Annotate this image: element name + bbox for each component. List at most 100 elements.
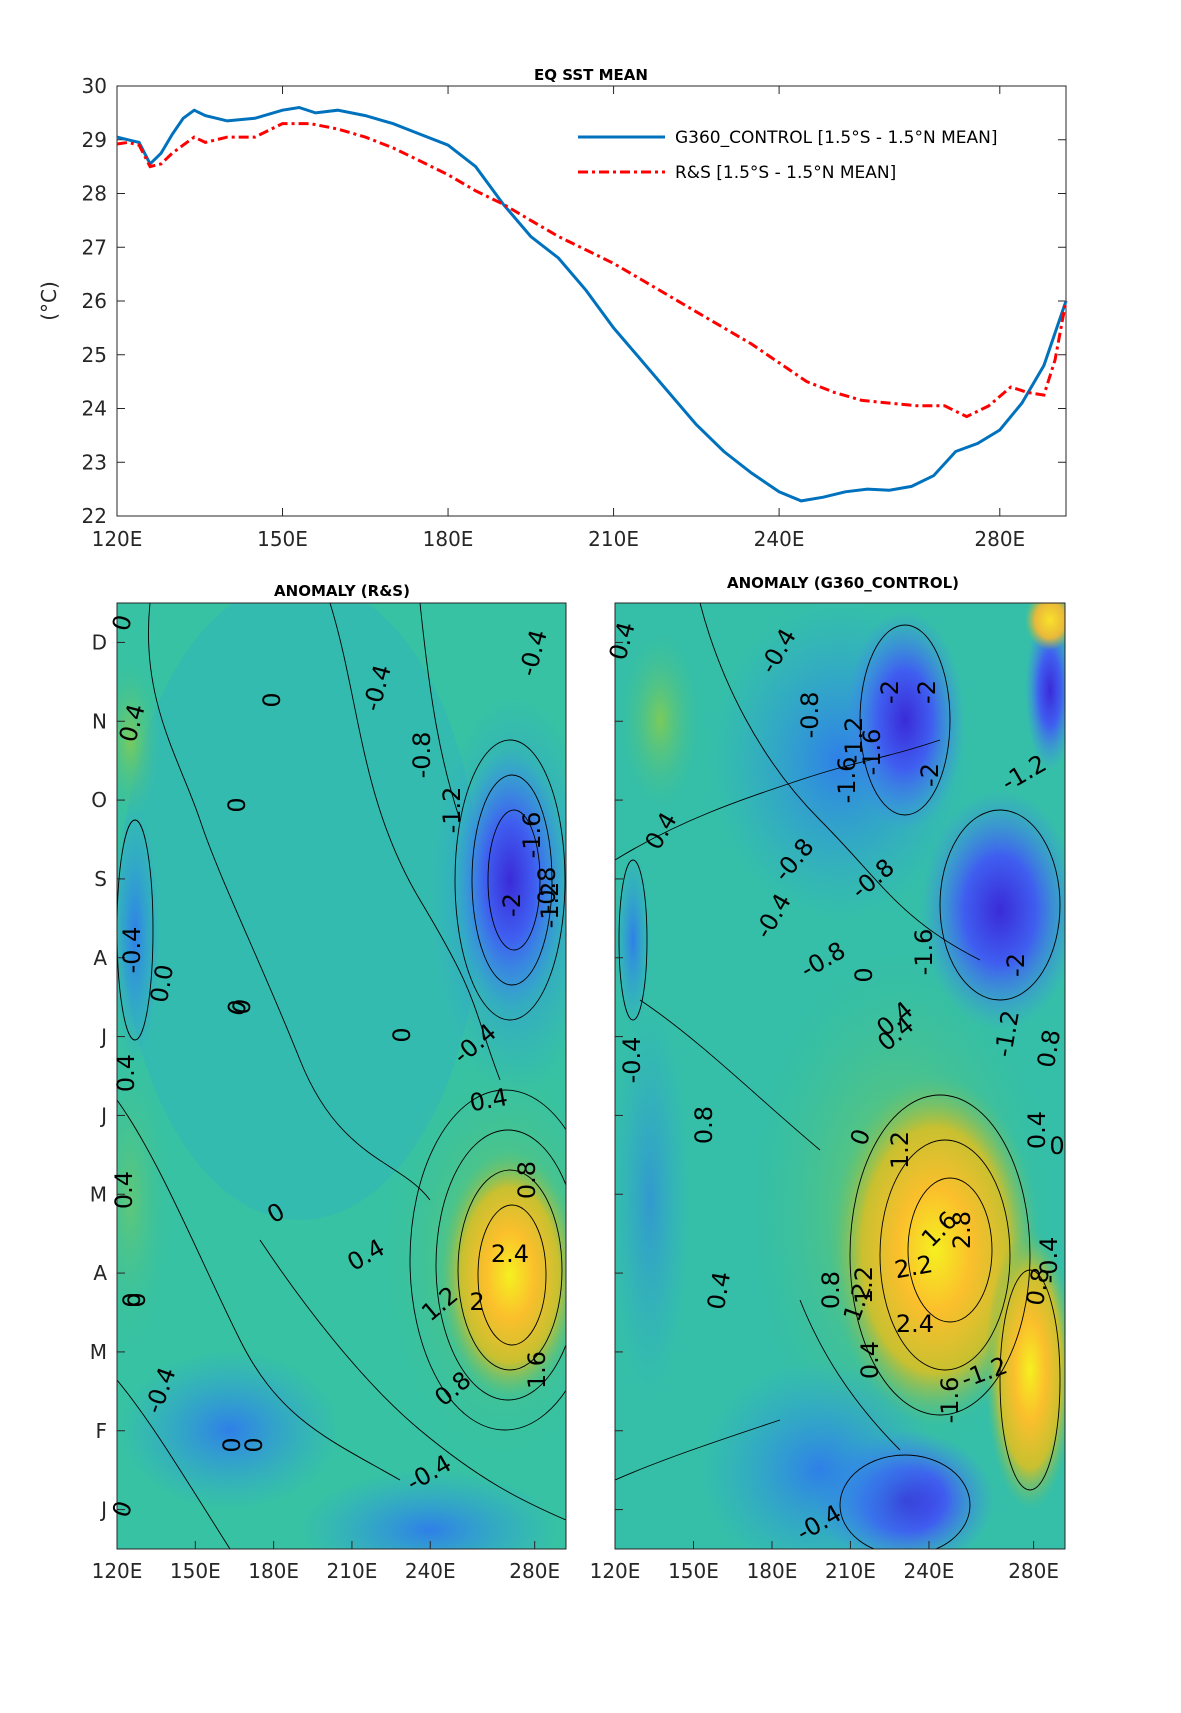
line-plot-area [116,85,1067,517]
x-tick-label: 210E [327,1559,378,1583]
contour-label: -0.8 [533,867,561,914]
contour-label: -2 [876,680,904,704]
contour-label: 0.4 [856,1341,884,1379]
contour-label: -1.2 [438,787,466,834]
line-chart-panel: EQ SST MEAN (°C) 120E 150E 180E 210E 240E 280… [37,66,1068,551]
contour-label: 0 [118,1292,146,1307]
y-tick-label: D [92,630,107,654]
x-tick-label: 240E [754,527,805,551]
contour-label: 0.4 [702,1269,736,1311]
y-tick-label: S [94,867,107,891]
contour-label: -1.6 [910,929,938,976]
y-tick-label: 22 [82,504,107,528]
contour-label: 2.8 [948,1211,976,1249]
x-tick-label: 210E [588,527,639,551]
x-tick-label: 180E [248,1559,299,1583]
y-tick-label: O [91,788,107,812]
y-tick-label: 25 [82,343,107,367]
y-tick-label: M [90,1340,107,1364]
contour-label: -0.4 [1035,1237,1063,1284]
contour-label: 0 [223,797,251,812]
x-tick-label: 120E [92,527,143,551]
x-tick-label: 280E [974,527,1025,551]
contour-label: 0 [123,1292,151,1307]
contour-label: 2.4 [896,1310,934,1338]
x-tick-label: 120E [590,1559,641,1583]
heatmap-rs-frame [116,602,567,1550]
contour-label: 0 [1049,1132,1064,1160]
contour-label: 0.4 [112,1054,140,1092]
contour-label: 0.8 [513,1161,541,1199]
y-tick-label: 26 [82,289,107,313]
contour-label: -1.6 [936,1377,964,1424]
x-tick-label: 180E [423,527,474,551]
contour-label: -1.6 [858,729,886,776]
contour-label: 2.4 [491,1240,529,1268]
heatmap-rs-title: ANOMALY (R&S) [274,582,410,600]
contour-label: -1.2 [840,717,868,764]
x-tick-label: 280E [1008,1559,1059,1583]
contour-label: 0 [218,1437,246,1452]
contour-label: 1.2 [850,1266,878,1304]
contour-label: 0.8 [1021,1265,1055,1307]
y-tick-label: 27 [82,235,107,259]
y-tick-label: J [99,1025,107,1049]
contour-label: 2.2 [892,1250,934,1284]
series-line-control [116,105,1068,503]
y-tick-label: 30 [82,74,107,98]
x-tick-label: 240E [405,1559,456,1583]
contour-label: 0 [227,997,257,1017]
contour-label: 0.8 [690,1106,718,1144]
contour-label: 2 [469,1288,484,1316]
y-tick-label: J [99,1103,107,1127]
contour-label: 0 [240,1437,268,1452]
x-tick-label: 240E [904,1559,955,1583]
contour-label: -0.8 [796,692,824,739]
contour-label: 0.8 [1032,1027,1066,1069]
heatmap-control-field [615,603,1065,1549]
contour-label: 0 [258,692,286,707]
y-tick-label: 29 [82,128,107,152]
x-tick-label: 120E [92,1559,143,1583]
legend: G360_CONTROL [1.5°S - 1.5°N MEAN] R&S [1… [578,128,998,183]
legend-label-rs: R&S [1.5°S - 1.5°N MEAN] [675,163,896,183]
heatmap-rs-contours [117,603,566,1549]
heatmap-control-panel: ANOMALY (G360_CONTROL) [590,574,1067,1583]
x-tick-label: 210E [825,1559,876,1583]
contour-label: 0.8 [817,1271,845,1309]
legend-label-control: G360_CONTROL [1.5°S - 1.5°N MEAN] [675,128,998,148]
x-tick-label: 280E [509,1559,560,1583]
heatmap-rs-field [117,603,566,1549]
y-tick-label: 24 [82,397,107,421]
heatmap-control-contours [615,603,1061,1549]
y-tick-label: 28 [82,182,107,206]
x-tick-label: 150E [170,1559,221,1583]
contour-label: -1.2 [536,882,564,929]
contour-label: -0.8 [408,732,436,779]
line-chart-title: EQ SST MEAN [534,66,648,84]
contour-label: -2 [1002,953,1030,977]
contour-label: -2 [498,893,526,917]
contour-label: 0 [222,997,253,1019]
y-tick-label: N [92,709,107,733]
y-tick-label: J [99,1498,107,1522]
heatmap-control-frame [614,602,1066,1550]
contour-label: 1.6 [523,1351,551,1389]
contour-label: 0 [388,1027,416,1042]
x-tick-label: 150E [668,1559,719,1583]
y-tick-label: A [93,1261,107,1285]
y-tick-label: 23 [82,450,107,474]
line-chart-ylabel: (°C) [37,281,61,321]
heatmap-control-title: ANOMALY (G360_CONTROL) [727,574,959,592]
x-tick-label: 150E [257,527,308,551]
contour-label: 1.2 [886,1131,914,1169]
contour-label: -2 [913,680,941,704]
contour-label: -0.4 [618,1037,646,1084]
heatmap-rs-panel: ANOMALY (R&S) [90,582,567,1583]
contour-label: -2 [916,763,944,787]
contour-label: 0.4 [110,1171,138,1209]
contour-label: 0.0 [145,962,179,1004]
contour-label: 0.4 [1023,1111,1051,1149]
y-tick-label: F [95,1419,107,1443]
x-tick-label: 180E [747,1559,798,1583]
